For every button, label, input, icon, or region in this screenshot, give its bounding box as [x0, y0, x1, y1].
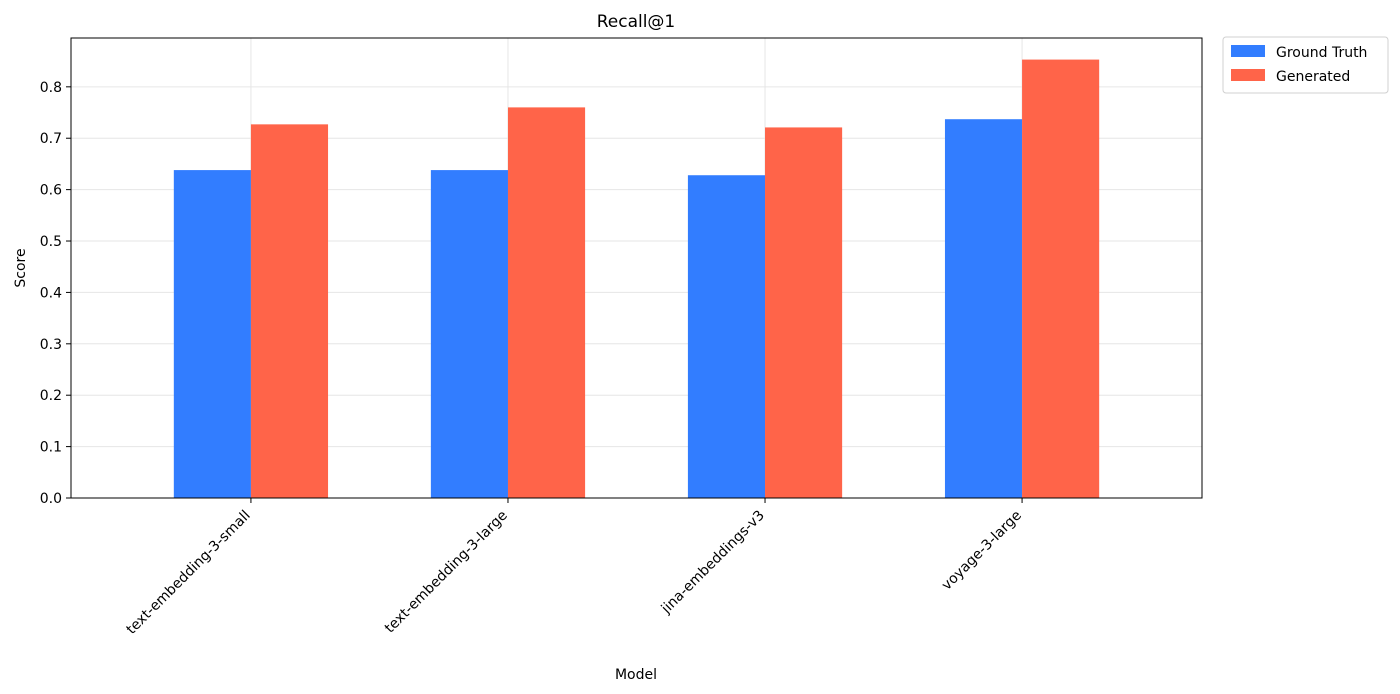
y-tick-label: 0.0: [40, 491, 62, 507]
bar-generated: [507, 107, 586, 499]
bar-ground-truth: [944, 119, 1023, 499]
x-tick-label: text-embedding-3-large: [382, 508, 511, 637]
chart-title: Recall@1: [597, 12, 676, 32]
y-tick-label: 0.2: [40, 388, 62, 404]
y-tick-label: 0.4: [40, 285, 62, 301]
bar-generated: [250, 124, 329, 498]
bar-ground-truth: [173, 170, 251, 498]
y-tick-label: 0.7: [40, 131, 62, 147]
x-ticks: text-embedding-3-small text-embedding-3-l…: [124, 498, 1025, 638]
plot-frame: [70, 37, 1203, 499]
y-tick-label: 0.8: [40, 80, 62, 96]
legend-swatch: [1231, 69, 1265, 81]
bar-ground-truth: [687, 175, 766, 498]
y-ticks: 0.0 0.1 0.2 0.3 0.4 0.5 0.6 0.7 0.8: [40, 80, 71, 507]
legend-label: Generated: [1276, 69, 1350, 85]
legend-swatch: [1231, 45, 1265, 57]
y-tick-label: 0.6: [40, 183, 62, 199]
x-tick-label: text-embedding-3-small: [124, 508, 254, 638]
x-tick-label: jina-embeddings-v3: [658, 508, 768, 618]
bar-generated: [1022, 59, 1100, 498]
legend-label: Ground Truth: [1276, 45, 1367, 61]
y-tick-label: 0.3: [40, 337, 62, 353]
y-tick-label: 0.1: [40, 440, 62, 456]
y-axis-title: Score: [13, 248, 29, 287]
legend: Ground Truth Generated: [1222, 36, 1389, 94]
bar-ground-truth: [430, 170, 508, 498]
y-tick-label: 0.5: [40, 234, 62, 250]
x-axis-title: Model: [615, 667, 657, 683]
bars: [173, 59, 1100, 499]
x-tick-label: voyage-3-large: [939, 508, 1025, 594]
bar-generated: [765, 127, 843, 498]
